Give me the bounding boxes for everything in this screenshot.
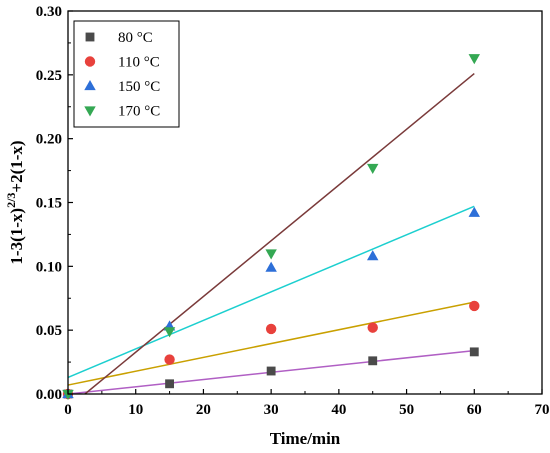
legend: 80 °C 110 °C 150 °C 170 °C bbox=[73, 20, 180, 128]
data-point-series-1 bbox=[367, 322, 378, 333]
fit-line-series-2 bbox=[67, 205, 475, 379]
data-point-series-0 bbox=[469, 347, 479, 357]
x-tick-label: 0 bbox=[64, 402, 72, 418]
y-axis-title-tail: +2(1-x) bbox=[7, 140, 26, 192]
legend-label: 150 °C bbox=[118, 79, 160, 95]
data-point-series-0 bbox=[266, 366, 276, 376]
x-tick-label: 10 bbox=[128, 402, 143, 418]
legend-marker bbox=[84, 56, 96, 67]
data-point-series-0 bbox=[368, 356, 378, 366]
data-point-series-2 bbox=[468, 206, 481, 217]
x-tick-label: 60 bbox=[467, 402, 482, 418]
y-tick-label: 0.00 bbox=[36, 387, 62, 403]
legend-label: 80 °C bbox=[118, 30, 153, 46]
data-point-series-1 bbox=[164, 354, 175, 365]
data-point-series-2 bbox=[265, 261, 277, 272]
y-axis-ticks: 0.00 0.05 0.10 0.15 0.20 0.25 0.30 bbox=[36, 4, 73, 403]
y-axis-title: 1-3(1-x)2/3+2(1-x) bbox=[4, 140, 26, 264]
legend-marker bbox=[84, 80, 96, 91]
data-point-series-3 bbox=[468, 54, 481, 65]
legend-label: 110 °C bbox=[118, 55, 160, 71]
y-tick-label: 0.25 bbox=[36, 68, 62, 84]
y-tick-label: 0.20 bbox=[36, 132, 62, 148]
data-points bbox=[62, 54, 481, 400]
x-tick-label: 70 bbox=[535, 402, 550, 418]
fit-line-series-3 bbox=[84, 72, 475, 395]
data-point-series-3 bbox=[62, 389, 74, 400]
data-point-series-3 bbox=[163, 327, 176, 338]
x-tick-label: 50 bbox=[399, 402, 414, 418]
x-tick-label: 30 bbox=[264, 402, 279, 418]
legend-label: 170 °C bbox=[118, 104, 160, 120]
y-tick-label: 0.15 bbox=[36, 196, 62, 212]
legend-marker bbox=[85, 32, 95, 42]
y-tick-label: 0.10 bbox=[36, 259, 62, 275]
x-axis-ticks: 0 10 20 30 40 50 60 70 bbox=[64, 389, 550, 418]
data-point-series-1 bbox=[469, 300, 480, 312]
data-point-series-3 bbox=[265, 249, 277, 260]
data-point-series-2 bbox=[366, 250, 379, 261]
y-tick-label: 0.05 bbox=[36, 323, 62, 339]
y-axis-title-base: 1-3(1-x) bbox=[7, 208, 26, 265]
data-point-series-3 bbox=[366, 163, 379, 175]
fit-line-series-1 bbox=[67, 301, 475, 386]
data-point-series-0 bbox=[165, 379, 174, 389]
x-tick-label: 20 bbox=[196, 402, 211, 418]
y-tick-label: 0.30 bbox=[36, 4, 62, 20]
legend-marker bbox=[84, 106, 96, 117]
y-axis-title-exponent: 2/3 bbox=[4, 193, 18, 208]
x-tick-label: 40 bbox=[331, 402, 346, 418]
data-point-series-1 bbox=[265, 323, 277, 335]
x-axis-title: Time/min bbox=[270, 429, 341, 448]
